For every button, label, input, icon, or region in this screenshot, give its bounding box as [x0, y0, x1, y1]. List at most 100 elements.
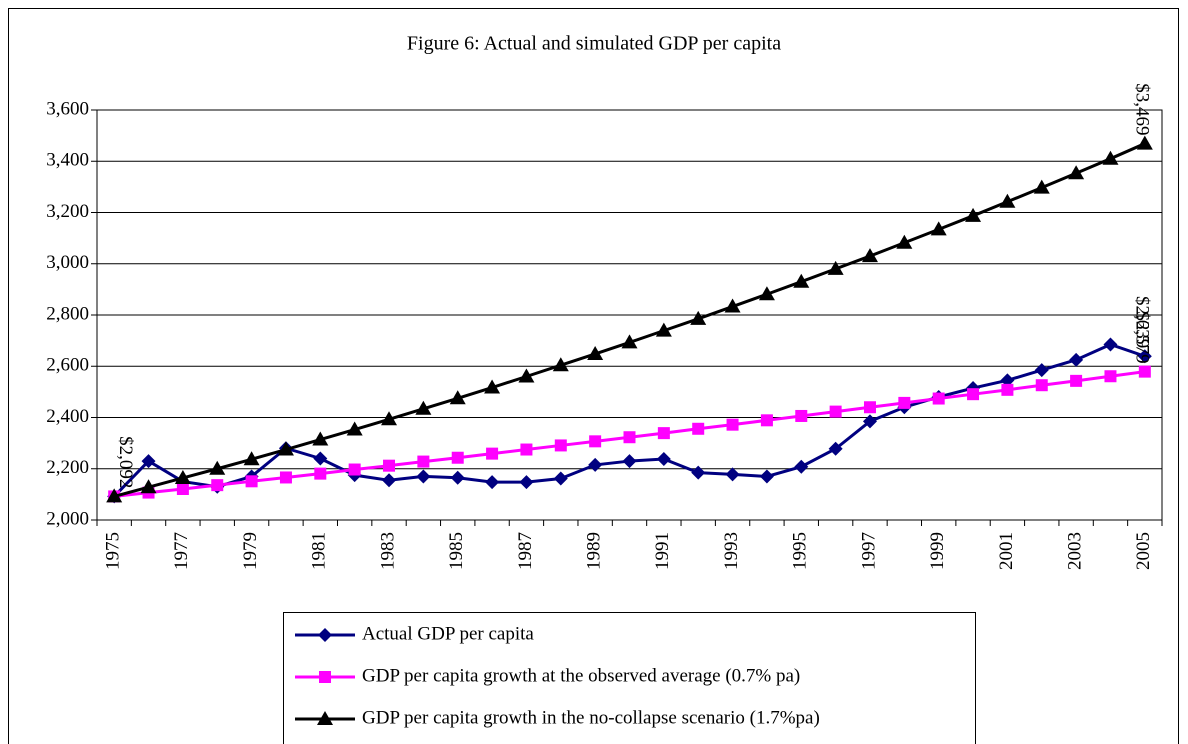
legend-marker: [317, 711, 333, 725]
data-point: [1136, 135, 1153, 150]
data-point: [279, 471, 292, 484]
data-point: [623, 431, 636, 444]
data-point: [759, 469, 774, 484]
data-point: [553, 471, 568, 486]
data-point: [861, 248, 878, 263]
y-tick-label: 3,600: [46, 98, 89, 119]
legend-label: GDP per capita growth at the observed av…: [362, 665, 800, 686]
data-point: [1103, 337, 1118, 352]
y-tick-label: 2,200: [46, 457, 89, 478]
data-point: [1001, 383, 1014, 396]
data-point: [243, 451, 260, 466]
y-tick-label: 3,400: [46, 150, 89, 171]
x-tick-label: 1993: [721, 532, 742, 570]
data-point: [896, 234, 913, 249]
data-point: [277, 441, 294, 456]
y-tick-label: 2,000: [46, 508, 89, 529]
data-point: [416, 469, 431, 484]
data-point: [211, 479, 224, 492]
data-point: [1137, 349, 1152, 364]
data-point: [518, 368, 535, 383]
data-point: [1034, 363, 1049, 378]
data-point: [381, 411, 398, 426]
data-point: [1070, 374, 1083, 387]
data-label: $3,469: [1131, 83, 1152, 135]
data-point: [589, 435, 602, 448]
y-tick-label: 2,800: [46, 303, 89, 324]
data-point: [1035, 379, 1048, 392]
data-point: [588, 457, 603, 472]
data-point: [655, 322, 672, 337]
legend-label: GDP per capita growth in the no-collapse…: [362, 707, 820, 728]
data-point: [724, 298, 741, 313]
data-point: [449, 390, 466, 405]
data-point: [382, 473, 397, 488]
data-point: [485, 475, 500, 490]
data-point: [828, 441, 843, 456]
legend-marker: [319, 671, 331, 683]
data-point: [1033, 179, 1050, 194]
data-point: [898, 396, 911, 409]
data-point: [176, 482, 189, 495]
data-point: [863, 401, 876, 414]
data-point: [1069, 352, 1084, 367]
data-point: [758, 286, 775, 301]
legend-marker: [318, 628, 332, 642]
data-point: [622, 454, 637, 469]
data-point: [552, 357, 569, 372]
x-tick-label: 1985: [446, 532, 467, 570]
data-point: [725, 467, 740, 482]
data-point: [484, 379, 501, 394]
y-tick-label: 3,200: [46, 201, 89, 222]
data-point: [965, 207, 982, 222]
data-label: $2,579: [1131, 311, 1152, 363]
data-point: [794, 459, 809, 474]
data-point: [245, 475, 258, 488]
data-point: [346, 421, 363, 436]
data-point: [106, 488, 123, 503]
legend-box: [283, 612, 976, 744]
x-tick-label: 2001: [996, 532, 1017, 570]
data-label: $2,092: [115, 436, 136, 488]
data-point: [174, 469, 191, 484]
data-point: [999, 193, 1016, 208]
data-point: [313, 451, 328, 466]
data-point: [209, 460, 226, 475]
data-point: [520, 443, 533, 456]
data-point: [932, 392, 945, 405]
data-point: [1104, 370, 1117, 383]
data-point: [450, 470, 465, 485]
x-tick-label: 1997: [858, 532, 879, 570]
data-point: [140, 479, 157, 494]
chart-title: Figure 6: Actual and simulated GDP per c…: [407, 33, 781, 55]
data-point: [587, 345, 604, 360]
data-point: [656, 452, 671, 467]
data-point: [793, 273, 810, 288]
y-tick-label: 2,400: [46, 406, 89, 427]
data-point: [417, 455, 430, 468]
y-tick-label: 3,000: [46, 252, 89, 273]
y-tick-label: 2,600: [46, 355, 89, 376]
data-point: [348, 463, 361, 476]
data-point: [726, 418, 739, 431]
data-point: [451, 451, 464, 464]
data-point: [967, 388, 980, 401]
data-point: [930, 221, 947, 236]
x-tick-label: 1981: [309, 532, 330, 570]
data-point: [486, 447, 499, 460]
x-tick-label: 2003: [1064, 532, 1085, 570]
data-point: [1102, 150, 1119, 165]
x-tick-label: 1999: [927, 532, 948, 570]
x-tick-label: 1983: [377, 532, 398, 570]
data-point: [827, 260, 844, 275]
data-point: [621, 334, 638, 349]
data-point: [795, 409, 808, 422]
data-point: [1068, 165, 1085, 180]
data-point: [692, 422, 705, 435]
data-point: [829, 405, 842, 418]
data-point: [1138, 365, 1151, 378]
data-point: [415, 400, 432, 415]
x-tick-label: 1977: [171, 532, 192, 570]
